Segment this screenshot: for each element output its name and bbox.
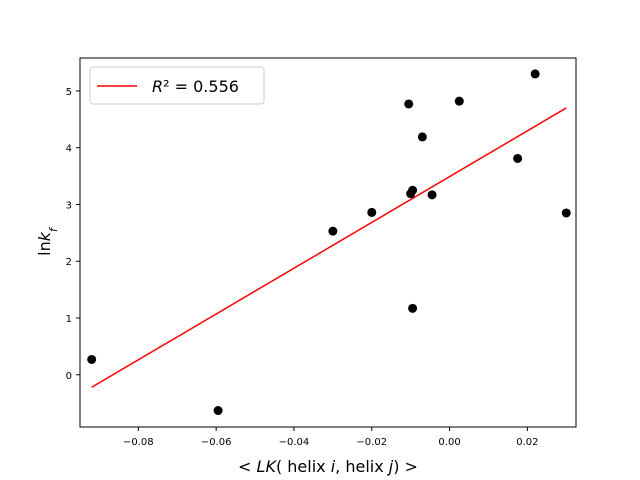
legend: R² = 0.556 <box>89 66 265 105</box>
data-point-13 <box>561 208 571 218</box>
plot-area <box>87 69 571 416</box>
x-axis-ticks: −0.08 −0.06 −0.04 −0.02 0.00 0.02 <box>123 427 539 448</box>
x-tick-label: −0.02 <box>356 437 387 448</box>
legend-box <box>89 66 265 105</box>
x-tick-label: 0.00 <box>438 437 460 448</box>
data-point-8 <box>417 132 427 142</box>
y-tick-label: 2 <box>66 257 72 268</box>
axes-frame <box>79 57 577 428</box>
y-tick-label: 4 <box>66 144 72 155</box>
y-tick-label: 0 <box>66 371 72 382</box>
data-point-2 <box>328 226 338 236</box>
x-axis-label: < LK( helix i, helix j) > <box>238 457 418 476</box>
data-point-12 <box>530 69 540 79</box>
data-point-0 <box>87 354 97 364</box>
y-axis-ticks: 0 1 2 3 4 5 <box>66 87 80 382</box>
y-tick-label: 3 <box>66 200 72 211</box>
data-point-10 <box>454 96 464 106</box>
x-tick-label: 0.02 <box>516 437 538 448</box>
y-tick-label: 5 <box>66 87 72 98</box>
data-point-7 <box>408 303 418 313</box>
y-axis-label: lnkf <box>35 226 60 256</box>
x-tick-label: −0.08 <box>123 437 154 448</box>
fit-line <box>91 107 567 388</box>
data-point-1 <box>213 406 223 416</box>
x-tick-label: −0.04 <box>279 437 310 448</box>
data-point-6 <box>408 185 418 195</box>
data-point-4 <box>404 99 414 109</box>
x-tick-label: −0.06 <box>201 437 232 448</box>
data-point-9 <box>427 190 437 200</box>
data-point-3 <box>367 207 377 217</box>
data-point-11 <box>513 153 523 163</box>
y-tick-label: 1 <box>66 314 72 325</box>
legend-label: R² = 0.556 <box>152 77 239 96</box>
